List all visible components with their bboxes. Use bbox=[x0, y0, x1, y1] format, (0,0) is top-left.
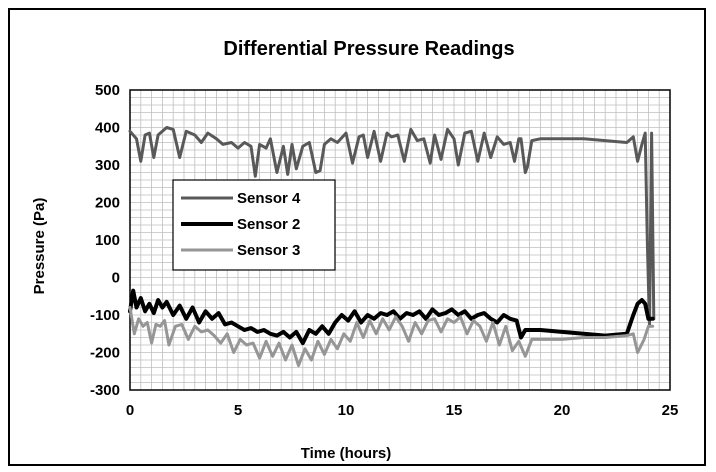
series-line-sensor-3 bbox=[128, 306, 655, 368]
y-tick-label: 0 bbox=[112, 270, 120, 287]
x-tick-label: 25 bbox=[662, 402, 679, 419]
x-tick-label: 5 bbox=[234, 402, 242, 419]
chart: Differential Pressure Readings 500400300… bbox=[31, 38, 679, 462]
legend: Sensor 4 Sensor 2 Sensor 3 bbox=[172, 179, 336, 271]
chart-title: Differential Pressure Readings bbox=[223, 38, 514, 60]
x-tick-label: 10 bbox=[338, 402, 355, 419]
y-tick-label: 500 bbox=[95, 82, 120, 99]
legend-label: Sensor 4 bbox=[237, 190, 301, 207]
y-axis-label: Pressure (Pa) bbox=[31, 198, 48, 295]
y-tick-label: -200 bbox=[90, 345, 120, 362]
x-axis-label: Time (hours) bbox=[301, 445, 392, 462]
x-tick-label: 0 bbox=[126, 402, 134, 419]
series-lines bbox=[128, 126, 656, 368]
legend-label: Sensor 2 bbox=[237, 216, 300, 233]
x-tick-labels: 0 5 10 15 20 25 bbox=[126, 402, 679, 419]
y-tick-label: -300 bbox=[90, 382, 120, 399]
x-tick-label: 20 bbox=[554, 402, 571, 419]
y-tick-labels: 500 400 300 200 100 0 -100 -200 -300 bbox=[90, 82, 120, 399]
series-line-sensor-4 bbox=[128, 126, 656, 328]
chart-frame: Differential Pressure Readings 500 400 300… bbox=[8, 8, 706, 466]
y-tick-label: 400 bbox=[95, 120, 120, 137]
x-tick-label: 15 bbox=[446, 402, 463, 419]
y-tick-label: 300 bbox=[95, 157, 120, 174]
series-line-sensor-2 bbox=[128, 288, 655, 346]
legend-label: Sensor 3 bbox=[237, 242, 300, 259]
y-tick-label: 200 bbox=[95, 195, 120, 212]
plot-area bbox=[129, 89, 671, 391]
y-tick-label: 100 bbox=[95, 232, 120, 249]
y-tick-label: -100 bbox=[90, 307, 120, 324]
